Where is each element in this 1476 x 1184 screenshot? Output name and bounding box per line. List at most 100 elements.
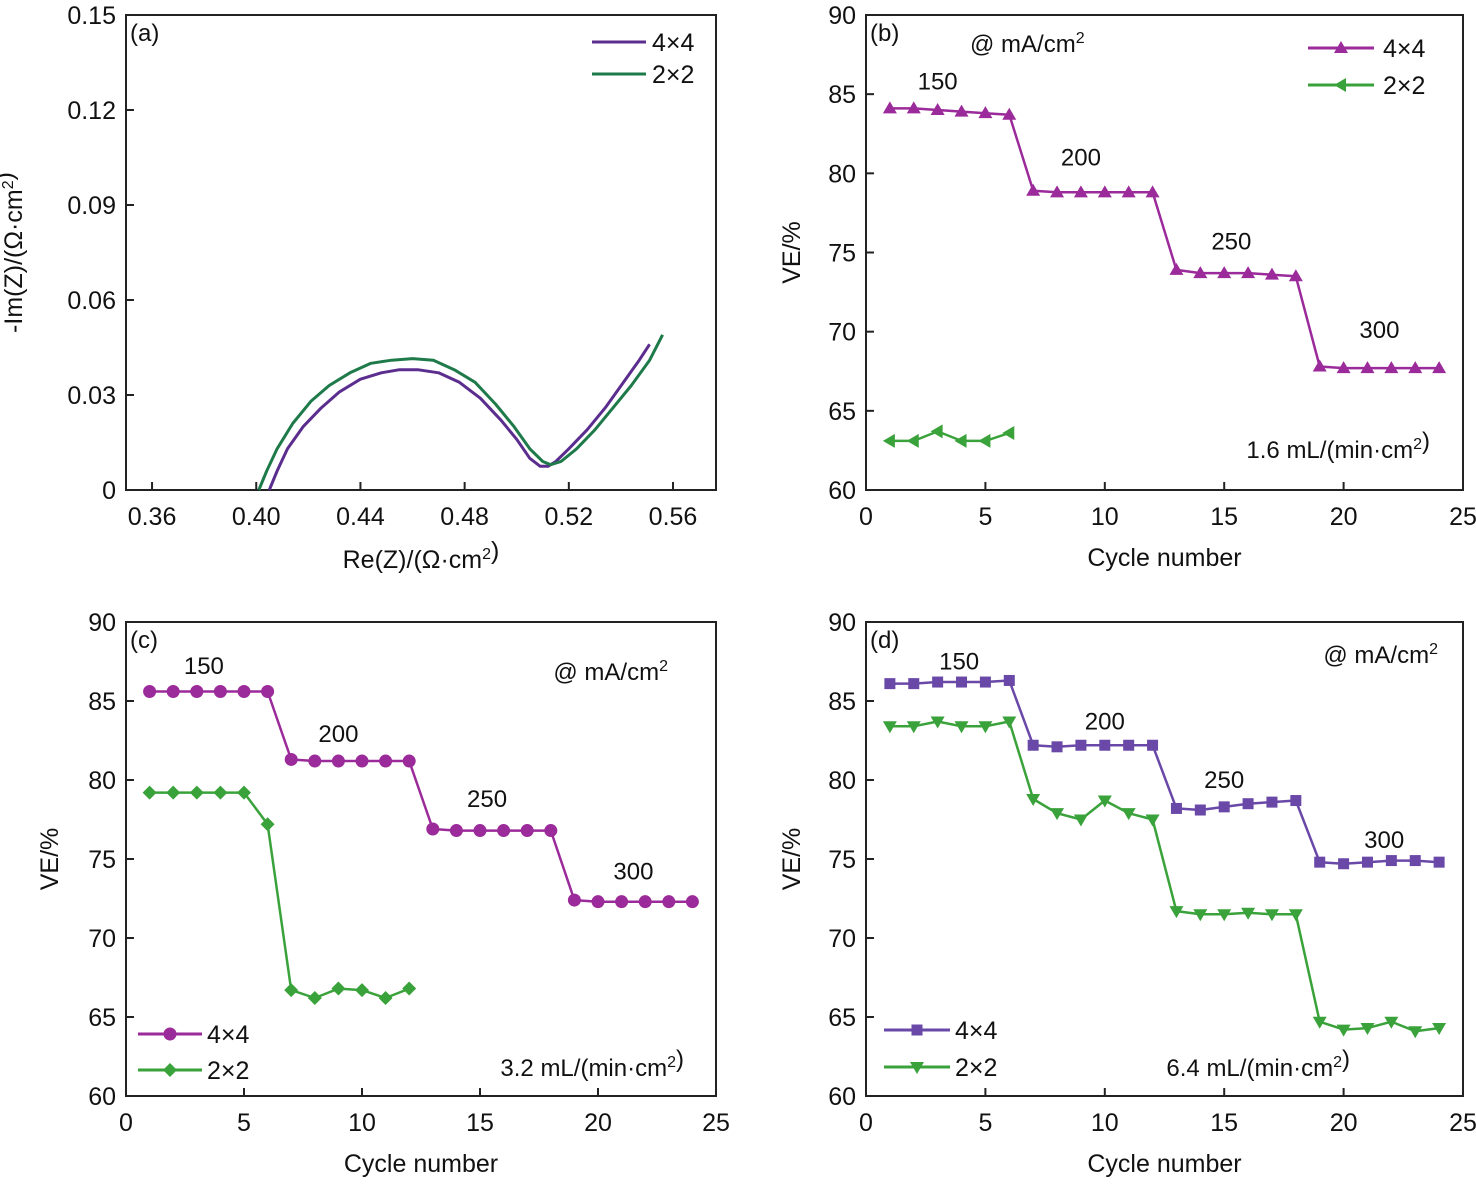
legend-label: 2×2 xyxy=(652,61,694,89)
data-point xyxy=(497,824,511,838)
data-point xyxy=(142,785,157,800)
flow-rate-label: 3.2 mL/(min·cm2) xyxy=(500,1046,684,1082)
legend-label: 4×4 xyxy=(652,29,695,57)
data-point xyxy=(166,685,180,699)
x-axis-title: Re(Z)/(Ω·cm2) xyxy=(343,537,500,574)
data-point xyxy=(308,754,322,768)
panel-b: 0 5 10 15 20 25 60 65 70 75 80 85 90 Cycle number VE/%… xyxy=(778,2,1476,572)
data-point xyxy=(1145,185,1160,198)
series-line xyxy=(889,679,1440,865)
data-point xyxy=(954,433,967,448)
data-point xyxy=(932,676,944,688)
data-point xyxy=(1193,909,1208,922)
series-4x4 xyxy=(267,343,651,491)
data-point xyxy=(237,785,251,800)
x-tick-label: 0.44 xyxy=(336,503,385,531)
y-axis-title: -Im(Z)/(Ω·cm2) xyxy=(0,172,28,333)
y-tick-label: 65 xyxy=(88,1004,116,1032)
y-tick-label: 75 xyxy=(828,846,856,874)
x-tick-label: 15 xyxy=(1210,503,1238,531)
data-point xyxy=(1312,1016,1327,1029)
step-label: 250 xyxy=(1211,228,1251,255)
data-point xyxy=(520,824,534,838)
data-point xyxy=(1432,361,1447,374)
data-point xyxy=(355,754,369,768)
data-point xyxy=(1097,185,1112,198)
series-4x4 xyxy=(882,101,1447,374)
legend-marker xyxy=(1334,41,1348,53)
y-tick-label: 80 xyxy=(828,767,856,795)
x-tick-label: 20 xyxy=(1330,1109,1358,1137)
x-tick-label: 15 xyxy=(1210,1109,1238,1137)
x-tick-label: 0 xyxy=(859,503,873,531)
step-label: 250 xyxy=(467,786,507,813)
data-point xyxy=(1433,856,1445,868)
x-tick-label: 10 xyxy=(1091,1109,1119,1137)
y-tick-label: 60 xyxy=(828,477,856,505)
legend: 4×42×2 xyxy=(1308,35,1426,100)
data-point xyxy=(638,895,652,909)
y-tick-label: 75 xyxy=(88,846,116,874)
series-4x4 xyxy=(884,674,1445,870)
data-point xyxy=(1384,1016,1399,1029)
y-tick-label: 0.09 xyxy=(67,192,116,220)
data-point xyxy=(1121,808,1136,821)
data-point xyxy=(1241,266,1256,279)
legend: 4×42×2 xyxy=(592,29,695,89)
plot-frame xyxy=(125,14,717,491)
y-tick-label: 85 xyxy=(828,81,856,109)
data-point xyxy=(1361,856,1373,868)
series-line xyxy=(889,430,1010,443)
data-point xyxy=(591,895,605,909)
data-point xyxy=(615,895,629,909)
data-point xyxy=(1360,361,1375,374)
data-point xyxy=(1360,1023,1375,1036)
step-label: 150 xyxy=(184,653,224,680)
legend: 4×42×2 xyxy=(138,1021,250,1085)
y-tick-label: 70 xyxy=(828,319,856,347)
data-point xyxy=(402,981,417,996)
data-point xyxy=(908,678,920,690)
x-tick-label: 0.56 xyxy=(649,503,698,531)
legend-marker xyxy=(911,1024,923,1036)
data-point xyxy=(979,676,991,688)
data-point xyxy=(1314,856,1326,868)
x-tick-label: 5 xyxy=(237,1109,251,1137)
data-point xyxy=(930,716,945,729)
x-tick-label: 25 xyxy=(1449,503,1476,531)
data-point xyxy=(1264,267,1279,280)
data-point xyxy=(473,824,487,838)
legend-label: 4×4 xyxy=(207,1021,250,1049)
series-2x2 xyxy=(142,785,417,1006)
data-point xyxy=(882,721,897,734)
legend-marker xyxy=(163,1027,177,1041)
data-point xyxy=(1002,426,1015,440)
y-tick-label: 80 xyxy=(828,160,856,188)
x-tick-label: 0 xyxy=(119,1109,133,1137)
x-axis-title: Cycle number xyxy=(1087,1150,1241,1178)
x-axis-title: Cycle number xyxy=(344,1150,498,1178)
y-tick-label: 60 xyxy=(88,1083,116,1111)
panel-a: 0.36 0.40 0.44 0.48 0.52 0.56 0 0.03 0.06 0.09 0.1… xyxy=(0,2,717,574)
data-point xyxy=(143,685,157,699)
legend: 4×42×2 xyxy=(884,1017,998,1082)
data-point xyxy=(1026,183,1041,196)
data-point xyxy=(1408,361,1423,374)
data-point xyxy=(1073,814,1088,827)
data-point xyxy=(1218,801,1230,813)
data-point xyxy=(307,991,322,1006)
data-point xyxy=(882,101,897,114)
x-tick-label: 0 xyxy=(859,1109,873,1137)
data-point xyxy=(284,983,299,998)
data-point xyxy=(260,817,275,832)
data-point xyxy=(978,721,993,734)
data-point xyxy=(1312,359,1327,372)
data-point xyxy=(355,983,369,998)
y-axis-title: VE/% xyxy=(778,828,806,891)
legend-label: 2×2 xyxy=(955,1054,997,1082)
data-point xyxy=(1075,739,1087,751)
step-label: 200 xyxy=(318,721,358,748)
data-point xyxy=(1409,855,1421,867)
y-tick-label: 60 xyxy=(828,1083,856,1111)
series-line xyxy=(257,334,664,491)
